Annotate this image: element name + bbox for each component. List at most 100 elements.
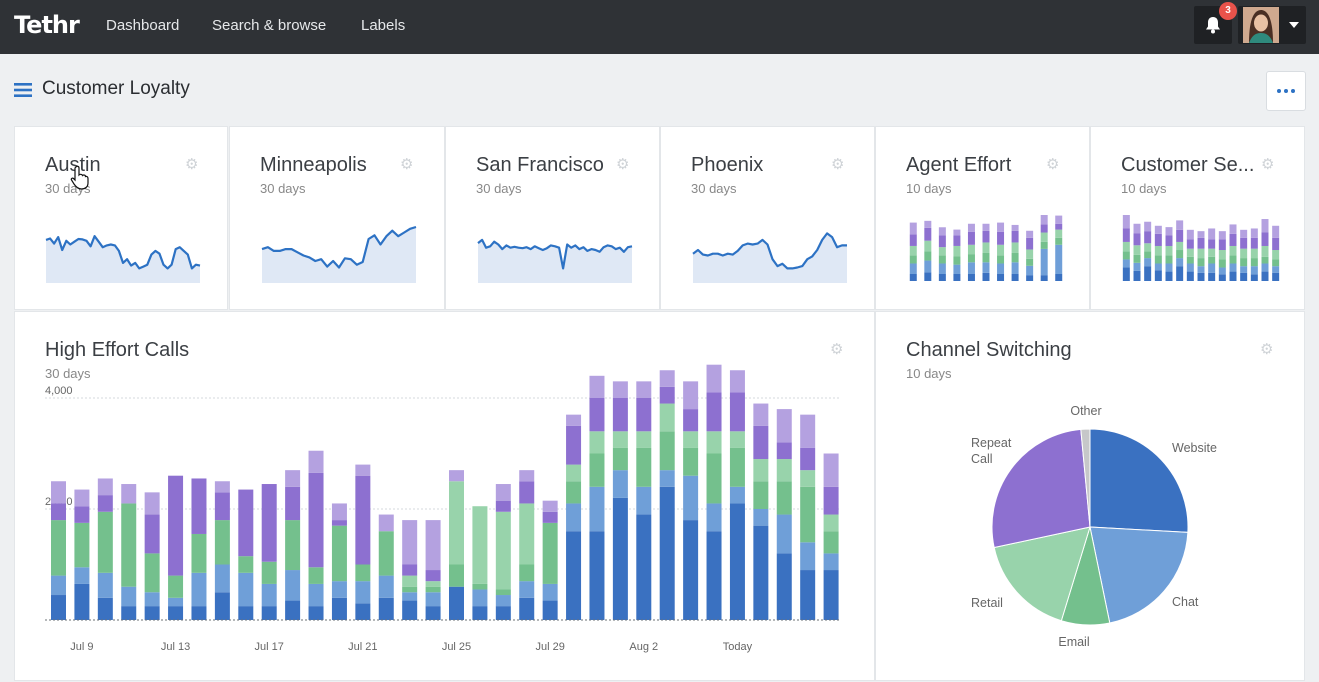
bar-segment: [1218, 267, 1226, 275]
pie-slice: [991, 428, 1091, 549]
bar-segment: [909, 263, 917, 274]
bar-segment: [706, 503, 722, 532]
bar-segment: [1272, 272, 1280, 281]
bar-segment: [1218, 239, 1226, 251]
nav-labels[interactable]: Labels: [361, 17, 406, 34]
bar-segment: [495, 595, 511, 607]
pie-slice: [1080, 428, 1091, 528]
bar-segment: [967, 254, 975, 263]
bar-segment: [1197, 237, 1205, 249]
bar-segment: [355, 581, 371, 604]
card-agent-effort[interactable]: Agent Effort 10 days ⚙: [875, 126, 1090, 310]
bar-segment: [1272, 225, 1280, 238]
bar-segment: [144, 592, 160, 607]
gear-icon[interactable]: ⚙: [1261, 156, 1275, 173]
bar-segment: [1133, 254, 1141, 263]
pie-label-line: Call: [971, 452, 993, 466]
bar-segment: [1250, 237, 1258, 249]
bar-segment: [542, 500, 558, 512]
bar-segment: [1176, 220, 1184, 230]
bar-segment: [1208, 263, 1216, 273]
sparkline-minneapolis: [261, 225, 417, 283]
notification-count-badge: 3: [1219, 2, 1237, 20]
bar-segment: [1176, 258, 1184, 267]
bar-segment: [776, 514, 792, 554]
bar-segment: [1122, 259, 1130, 268]
bar-segment: [924, 240, 932, 252]
bar-segment: [1122, 251, 1130, 260]
bar-segment: [1261, 256, 1269, 264]
bar-segment: [1240, 272, 1248, 281]
bar-segment: [612, 431, 628, 448]
bar-segment: [308, 450, 324, 473]
nav-search-browse[interactable]: Search & browse: [212, 17, 327, 34]
card-minneapolis[interactable]: Minneapolis 30 days ⚙: [229, 126, 445, 310]
bar-segment: [74, 522, 90, 568]
bar-segment: [938, 263, 946, 274]
bar-segment: [331, 525, 347, 582]
bar-segment: [753, 425, 769, 460]
bar-segment: [566, 481, 582, 504]
x-tick-label: Jul 17: [255, 641, 284, 653]
gear-icon[interactable]: ⚙: [400, 156, 414, 173]
card-austin[interactable]: Austin 30 days ⚙: [14, 126, 228, 310]
bar-segment: [823, 453, 839, 487]
bar-segment: [449, 470, 464, 482]
bar-segment: [1133, 245, 1141, 255]
bar-segment: [97, 495, 113, 512]
gear-icon[interactable]: ⚙: [185, 156, 199, 173]
nav-dashboard[interactable]: Dashboard: [106, 17, 180, 34]
bar-segment: [997, 273, 1005, 281]
bar-segment: [1176, 229, 1184, 242]
gear-icon[interactable]: ⚙: [1046, 156, 1060, 173]
bar-segment: [331, 597, 347, 620]
bar-segment: [1186, 271, 1194, 281]
bar-segment: [1026, 237, 1034, 250]
bar-segment: [1040, 232, 1048, 242]
bar-segment: [953, 229, 961, 236]
bar-segment: [659, 403, 675, 432]
card-san-francisco[interactable]: San Francisco 30 days ⚙: [445, 126, 660, 310]
card-customer-service[interactable]: Customer Se... 10 days ⚙: [1090, 126, 1305, 310]
bar-segment: [636, 431, 652, 448]
card-phoenix[interactable]: Phoenix 30 days ⚙: [660, 126, 875, 310]
menu-icon[interactable]: [14, 82, 32, 98]
bar-segment: [355, 464, 371, 476]
bar-segment: [800, 414, 816, 448]
bar-segment: [542, 600, 558, 620]
bar-segment: [495, 511, 511, 590]
x-tick-label: Aug 2: [629, 641, 658, 653]
bar-segment: [982, 262, 990, 273]
bar-segment: [425, 570, 441, 582]
card-high-effort-calls[interactable]: High Effort Calls 30 days ⚙ 4,0002,000Ju…: [14, 311, 875, 681]
bar-segment: [800, 570, 816, 620]
bar-segment: [612, 398, 628, 432]
gear-icon[interactable]: ⚙: [831, 156, 845, 173]
bar-segment: [776, 459, 792, 482]
bar-segment: [308, 472, 324, 568]
gear-icon[interactable]: ⚙: [616, 156, 630, 173]
more-dot-icon: [1291, 89, 1295, 93]
more-options-button[interactable]: [1266, 71, 1306, 111]
bar-segment: [425, 581, 441, 587]
x-tick-label: Today: [723, 641, 753, 653]
gear-icon[interactable]: ⚙: [830, 341, 844, 358]
bar-segment: [729, 503, 745, 620]
bar-segment: [1144, 243, 1152, 252]
user-menu-button[interactable]: [1238, 6, 1306, 44]
bar-segment: [706, 531, 722, 620]
app-logo[interactable]: Tethr: [14, 11, 80, 39]
bar-segment: [308, 583, 324, 607]
x-tick-label: Jul 13: [161, 641, 190, 653]
pie-label: Retail: [971, 596, 1003, 610]
bar-segment: [331, 503, 347, 521]
bar-segment: [997, 244, 1005, 256]
bar-segment: [612, 381, 628, 398]
card-channel-switching[interactable]: Channel Switching 10 days ⚙ Website Chat E…: [875, 311, 1305, 681]
bar-segment: [1122, 267, 1130, 281]
gear-icon[interactable]: ⚙: [1260, 341, 1274, 358]
bar-segment: [982, 242, 990, 253]
bar-segment: [589, 531, 605, 620]
bar-segment: [683, 381, 699, 410]
avatar: [1243, 7, 1279, 43]
